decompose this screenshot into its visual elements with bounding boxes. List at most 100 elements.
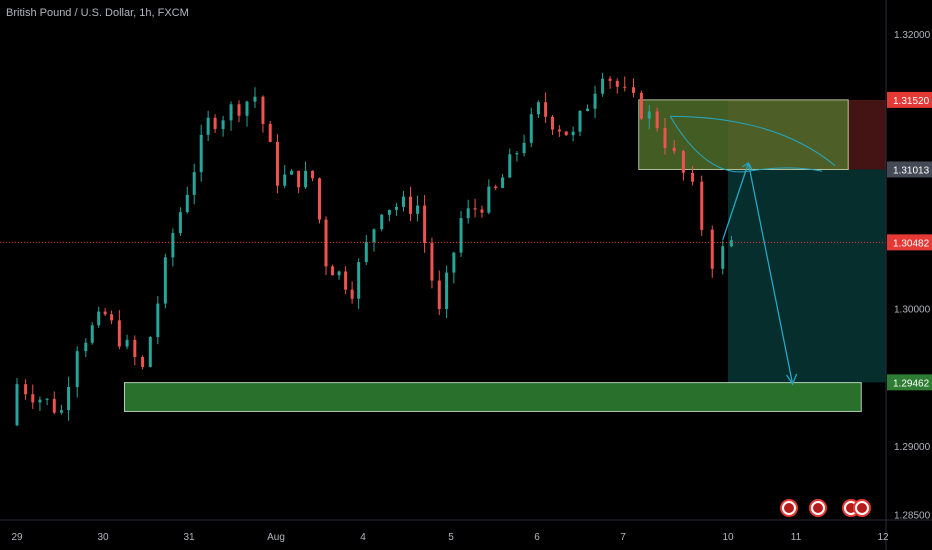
candle-up [571,131,575,136]
candle-up [206,117,210,135]
candle-up [185,194,189,213]
x-tick-label: 6 [534,532,540,543]
candle-down [324,219,328,267]
arrow-down-leg [747,162,794,385]
candle-up [508,154,512,178]
candle-up [380,214,384,230]
candle-down [117,320,121,347]
candle-down [331,266,335,276]
x-tick-label: 10 [722,532,734,543]
candle-up [487,186,491,213]
candle-up [364,241,368,263]
candle-up [84,342,88,352]
candle-down [639,92,643,119]
x-tick-label: 31 [183,532,195,543]
candle-up [593,93,597,109]
tags-layer: 1.31520 1.31013 1.30482 1.29462 [887,91,932,391]
candle-up [536,102,540,115]
overlay-layer [0,115,886,386]
chart-title: British Pound / U.S. Dollar, 1h, FXCM [6,7,189,19]
candle-down [672,147,676,152]
candle-up [97,311,101,326]
candle-down [52,398,56,413]
candle-up [75,351,79,388]
candle-up [15,384,19,426]
candle-down [480,209,484,213]
candle-down [133,339,137,358]
candle-up [721,246,725,269]
candle-up [515,153,519,155]
take-profit-zone [728,169,886,383]
candle-down [24,384,28,395]
candle-up [59,410,63,413]
candles-layer [15,72,733,427]
candle-up [372,229,376,242]
candle-up [90,325,94,343]
candle-up [357,262,361,299]
candle-down [409,196,413,214]
candle-up [283,174,287,186]
x-tick-label: 11 [791,532,802,543]
price-tag-label: 1.31013 [893,165,930,176]
candle-down [632,87,635,93]
candle-up [501,177,505,188]
x-tick-label: Aug [267,532,285,543]
candle-down [110,314,114,321]
candle-up [578,110,582,132]
price-tag-target [887,374,932,391]
candle-down [615,80,619,87]
y-tick-label: 1.29000 [894,442,931,453]
price-tag-current [887,234,932,251]
candle-down [103,311,107,315]
candle-down [261,96,265,124]
candle-down [691,172,695,182]
candle-up [229,104,233,121]
candle-up [729,240,733,247]
candle-down [297,170,301,188]
candle-down [564,131,568,136]
candle-down [275,141,279,186]
candle-down [437,280,441,310]
candle-up [466,208,470,219]
candle-up [647,111,651,119]
candle-down [557,129,561,132]
candle-up [156,303,160,338]
event-flags [780,499,871,517]
price-tag-label: 1.30482 [893,238,930,249]
candle-up [394,206,398,210]
candle-up [401,196,405,207]
candle-down [344,271,348,290]
price-tag-entry [887,161,932,178]
y-tick-label: 1.28500 [894,510,931,521]
candle-up [601,78,605,94]
candle-down [550,116,554,130]
x-tick-label: 30 [97,532,109,543]
candle-down [237,104,241,116]
candle-down [430,243,434,281]
candle-up [416,205,420,214]
candle-up [45,398,49,400]
candle-up [245,101,249,116]
price-tag-label: 1.31520 [893,96,930,107]
candle-down [544,102,548,117]
candle-down [494,186,498,188]
candle-up [459,218,463,253]
candle-down [655,111,659,129]
candle-up [522,142,526,154]
candle-down [663,128,667,148]
x-tick-label: 5 [448,532,454,543]
candle-down [268,123,272,142]
candle-up [337,271,341,276]
candle-up [387,209,391,215]
candle-down [681,151,685,173]
candle-up [304,170,308,188]
y-tick-label: 1.30000 [894,305,931,316]
candle-up [178,212,182,234]
candle-down [213,117,217,130]
candle-up [445,272,449,310]
price-tag-stop [887,91,932,108]
candle-down [350,289,354,299]
x-tick-label: 7 [620,532,626,543]
candle-down [623,86,627,88]
